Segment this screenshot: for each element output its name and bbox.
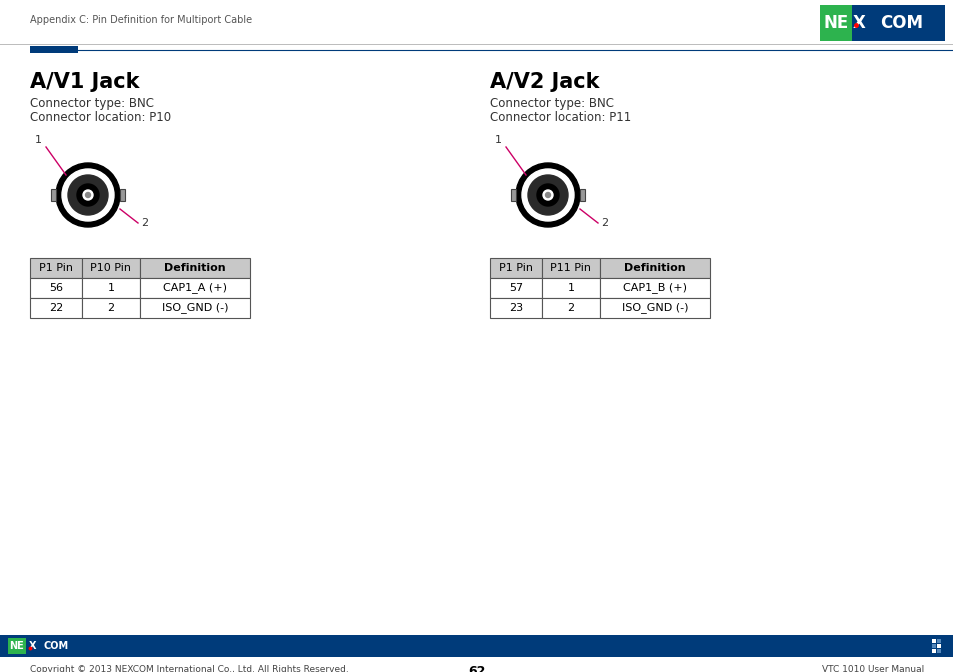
Text: 1: 1 [495,135,501,145]
Text: X: X [30,641,37,651]
Text: 1: 1 [567,283,574,293]
Text: Connector location: P10: Connector location: P10 [30,111,171,124]
FancyBboxPatch shape [511,189,516,201]
FancyBboxPatch shape [851,5,944,41]
Text: VTC 1010 User Manual: VTC 1010 User Manual [821,665,923,672]
Circle shape [86,192,91,198]
FancyBboxPatch shape [30,298,82,318]
Text: NE: NE [822,14,848,32]
FancyBboxPatch shape [931,639,935,643]
FancyBboxPatch shape [140,258,250,278]
FancyBboxPatch shape [490,278,541,298]
Text: Definition: Definition [623,263,685,273]
Text: P10 Pin: P10 Pin [91,263,132,273]
Text: 2: 2 [141,218,148,228]
Text: CAP1_B (+): CAP1_B (+) [622,282,686,294]
FancyBboxPatch shape [30,258,82,278]
Text: 56: 56 [49,283,63,293]
Text: 2: 2 [567,303,574,313]
Text: ISO_GND (-): ISO_GND (-) [621,302,687,313]
Circle shape [527,175,567,215]
Text: A/V2 Jack: A/V2 Jack [490,72,598,92]
Text: 2: 2 [108,303,114,313]
FancyBboxPatch shape [82,298,140,318]
Text: 2: 2 [600,218,607,228]
FancyBboxPatch shape [599,258,709,278]
FancyBboxPatch shape [541,278,599,298]
FancyBboxPatch shape [140,278,250,298]
Text: 1: 1 [35,135,42,145]
Text: 1: 1 [108,283,114,293]
Text: Appendix C: Pin Definition for Multiport Cable: Appendix C: Pin Definition for Multiport… [30,15,252,25]
FancyBboxPatch shape [8,638,26,654]
FancyBboxPatch shape [599,298,709,318]
FancyBboxPatch shape [936,639,940,643]
Circle shape [77,184,99,206]
Circle shape [83,190,92,200]
FancyBboxPatch shape [931,649,935,653]
FancyBboxPatch shape [0,635,953,657]
FancyBboxPatch shape [82,278,140,298]
FancyBboxPatch shape [599,278,709,298]
FancyBboxPatch shape [931,644,935,648]
Text: COM: COM [44,641,69,651]
FancyBboxPatch shape [820,5,851,41]
Text: ISO_GND (-): ISO_GND (-) [162,302,228,313]
Text: Connector type: BNC: Connector type: BNC [30,97,153,110]
Text: P1 Pin: P1 Pin [39,263,73,273]
FancyBboxPatch shape [140,298,250,318]
Text: 22: 22 [49,303,63,313]
Circle shape [68,175,108,215]
Circle shape [56,163,120,227]
Text: Connector location: P11: Connector location: P11 [490,111,631,124]
Circle shape [516,163,579,227]
Text: X: X [852,14,864,32]
FancyBboxPatch shape [26,638,78,654]
Circle shape [521,169,574,221]
Text: 62: 62 [468,665,485,672]
FancyBboxPatch shape [541,298,599,318]
Text: COM: COM [880,14,923,32]
FancyBboxPatch shape [936,649,940,653]
Text: 23: 23 [508,303,522,313]
FancyBboxPatch shape [490,298,541,318]
Text: A/V1 Jack: A/V1 Jack [30,72,139,92]
FancyBboxPatch shape [82,258,140,278]
Text: P1 Pin: P1 Pin [498,263,533,273]
FancyBboxPatch shape [51,189,56,201]
FancyBboxPatch shape [30,278,82,298]
Text: P11 Pin: P11 Pin [550,263,591,273]
Text: Copyright © 2013 NEXCOM International Co., Ltd. All Rights Reserved.: Copyright © 2013 NEXCOM International Co… [30,665,349,672]
FancyBboxPatch shape [490,258,541,278]
Circle shape [62,169,113,221]
Text: Connector type: BNC: Connector type: BNC [490,97,614,110]
FancyBboxPatch shape [120,189,125,201]
Text: Definition: Definition [164,263,226,273]
FancyBboxPatch shape [30,46,78,53]
Text: 57: 57 [508,283,522,293]
Text: NE: NE [10,641,25,651]
Circle shape [542,190,553,200]
Circle shape [537,184,558,206]
FancyBboxPatch shape [936,644,940,648]
FancyBboxPatch shape [541,258,599,278]
Text: CAP1_A (+): CAP1_A (+) [163,282,227,294]
FancyBboxPatch shape [579,189,584,201]
Circle shape [545,192,550,198]
